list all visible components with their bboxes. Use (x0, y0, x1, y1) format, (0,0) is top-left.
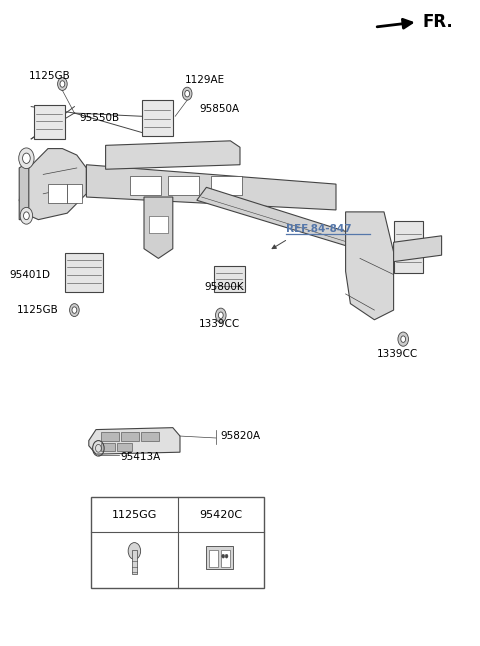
Polygon shape (89, 428, 180, 454)
Bar (141, 432, 159, 441)
Text: 1339CC: 1339CC (199, 319, 240, 329)
Polygon shape (106, 141, 240, 169)
Text: 95401D: 95401D (10, 269, 50, 280)
Text: 95420C: 95420C (199, 510, 242, 519)
Text: REF.84-847: REF.84-847 (286, 225, 351, 234)
Bar (221, 550, 230, 567)
Text: FR.: FR. (422, 13, 453, 31)
Bar (101, 443, 115, 451)
Circle shape (185, 90, 190, 97)
Bar (142, 100, 173, 136)
Bar (67, 184, 82, 203)
Polygon shape (19, 149, 86, 220)
Text: 1125GB: 1125GB (17, 305, 59, 315)
Circle shape (24, 212, 29, 220)
Polygon shape (394, 236, 442, 262)
Circle shape (58, 78, 67, 90)
Circle shape (398, 332, 408, 346)
Text: 1129AE: 1129AE (185, 75, 225, 85)
Polygon shape (197, 187, 370, 250)
Text: 1125GG: 1125GG (112, 510, 157, 519)
Bar (48, 184, 67, 203)
Polygon shape (144, 197, 173, 258)
Bar (121, 432, 139, 441)
Bar (91, 497, 264, 588)
Text: 95820A: 95820A (221, 431, 261, 441)
Bar (132, 550, 137, 574)
Circle shape (401, 336, 406, 342)
Bar (214, 266, 245, 292)
Circle shape (70, 304, 79, 317)
Bar (65, 253, 103, 292)
Text: 1125GB: 1125GB (29, 71, 71, 81)
Circle shape (72, 307, 77, 313)
Bar (34, 105, 65, 139)
Polygon shape (86, 165, 336, 210)
Bar (394, 221, 423, 273)
Circle shape (222, 554, 225, 558)
Circle shape (225, 554, 228, 558)
Circle shape (19, 148, 34, 169)
Bar (101, 432, 119, 441)
Circle shape (182, 87, 192, 100)
Circle shape (23, 153, 30, 163)
Circle shape (20, 207, 33, 224)
Bar (149, 216, 168, 233)
Polygon shape (346, 212, 394, 320)
Text: 95850A: 95850A (199, 103, 240, 114)
Bar (209, 550, 218, 567)
Bar (117, 443, 132, 451)
Text: 95413A: 95413A (120, 452, 160, 462)
Circle shape (128, 543, 141, 559)
Circle shape (216, 308, 226, 322)
Text: 95550B: 95550B (79, 113, 120, 123)
Bar (130, 176, 161, 195)
Polygon shape (19, 162, 29, 220)
Bar (211, 176, 242, 195)
Bar (168, 176, 199, 195)
Circle shape (218, 312, 223, 318)
Text: 95800K: 95800K (204, 282, 244, 293)
Bar (206, 547, 233, 569)
Circle shape (60, 81, 65, 87)
Text: 1339CC: 1339CC (377, 349, 418, 359)
